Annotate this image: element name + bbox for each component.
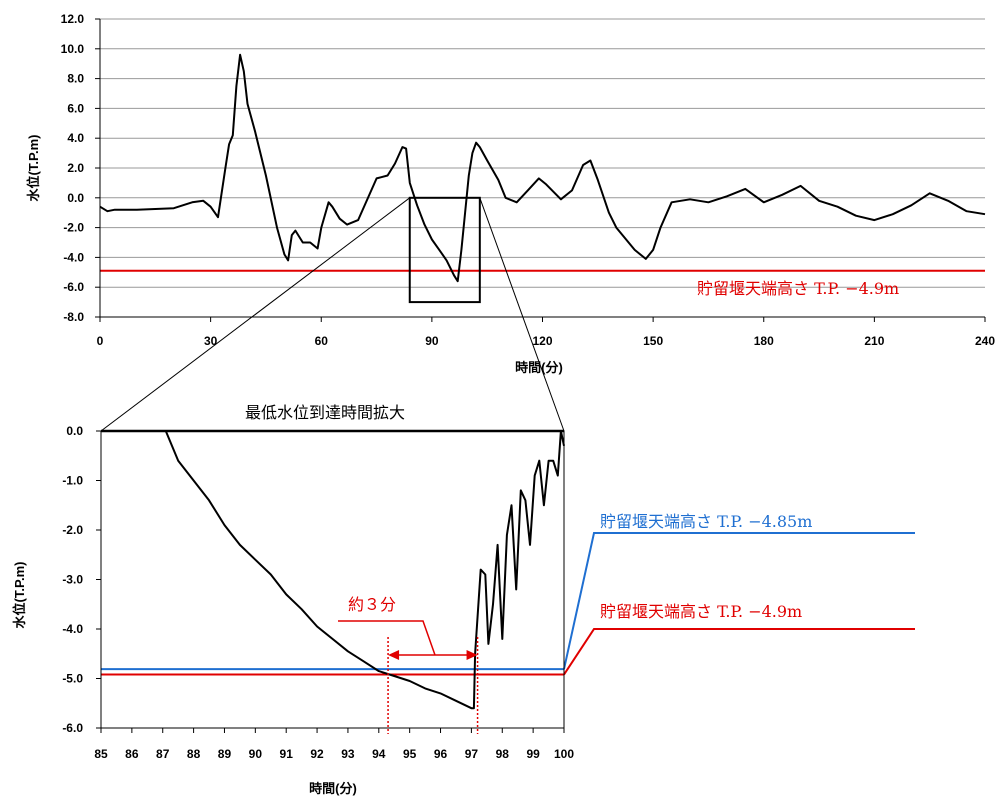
connector-left (100, 197, 411, 432)
zoom-x-tick-label: 86 (125, 747, 139, 761)
top-y-tick-label: 6.0 (67, 101, 84, 115)
zoom-x-tick-label: 96 (434, 747, 448, 761)
top-x-tick-label: 150 (643, 334, 663, 348)
top-y-tick-label: -4.0 (63, 250, 84, 264)
zoom-reference-lines (101, 532, 915, 676)
zoom-x-tick-label: 98 (496, 747, 510, 761)
zoom-x-axis-label: 時間(分) (309, 781, 357, 796)
zoom-x-tick-label: 99 (526, 747, 540, 761)
span-arrow-head-left (388, 650, 400, 660)
top-chart-axes (95, 18, 986, 322)
zoom-x-tick-label: 88 (187, 747, 201, 761)
top-water-level-chart: 0 30 60 90 120 150 180 210 240 -8.0 -6.0 -4.0 -2.0 0… (26, 12, 995, 375)
top-chart-gridlines (100, 18, 985, 288)
span-arrow-head-right (466, 650, 478, 660)
zoom-x-tick-label: 92 (310, 747, 324, 761)
zoom-x-tick-label: 91 (280, 747, 294, 761)
top-x-tick-labels: 0 30 60 90 120 150 180 210 240 (97, 334, 996, 348)
zoom-red-leader-line (563, 628, 915, 676)
top-x-tick-label: 120 (532, 334, 552, 348)
zoom-x-tick-labels: 85 86 87 88 89 90 91 92 93 94 95 96 97 98 99 100 (94, 747, 574, 761)
zoom-x-tick-label: 95 (403, 747, 417, 761)
zoom-blue-leader-line (563, 532, 915, 670)
zoom-x-tick-label: 97 (465, 747, 479, 761)
connector-right (479, 197, 565, 432)
zoom-water-level-line (164, 430, 565, 710)
zoom-y-tick-label: -6.0 (62, 721, 83, 735)
zoom-red-reference-label: 貯留堰天端高さ T.P. −4.9m (600, 602, 802, 621)
zoom-y-tick-label: -2.0 (62, 523, 83, 537)
zoomed-water-level-chart: 85 86 87 88 89 90 91 92 93 94 95 96 97 98 99 100 -6.0 -5… (12, 403, 915, 796)
zoom-x-tick-label: 100 (554, 747, 574, 761)
top-y-tick-label: -2.0 (63, 221, 84, 235)
top-y-tick-label: -8.0 (63, 310, 84, 324)
span-label-leader (338, 620, 436, 656)
zoom-connector-lines (100, 197, 565, 432)
zoom-span-label: 約３分 (348, 595, 396, 614)
top-zoom-box (408, 196, 481, 304)
top-y-tick-labels: -8.0 -6.0 -4.0 -2.0 0.0 2.0 4.0 6.0 8.0 10.0 12.0 (61, 12, 85, 324)
top-reference-label: 貯留堰天端高さ T.P. −4.9m (697, 279, 899, 298)
top-x-tick-label: 0 (97, 334, 104, 348)
top-water-level-series (99, 53, 986, 283)
zoom-y-tick-label: -4.0 (62, 622, 83, 636)
top-x-tick-label: 90 (425, 334, 439, 348)
top-x-tick-label: 30 (204, 334, 218, 348)
zoom-box-rect (408, 196, 481, 304)
zoom-x-tick-label: 94 (372, 747, 386, 761)
top-x-tick-label: 240 (975, 334, 995, 348)
top-x-tick-label: 180 (754, 334, 774, 348)
top-x-tick-label: 60 (315, 334, 329, 348)
zoom-y-tick-label: 0.0 (66, 424, 83, 438)
zoom-span-annotation (338, 620, 479, 734)
zoom-x-tick-label: 93 (341, 747, 355, 761)
top-y-tick-label: 10.0 (61, 42, 85, 56)
top-y-tick-label: 0.0 (67, 191, 84, 205)
zoom-x-tick-label: 90 (249, 747, 263, 761)
zoom-x-tick-label: 87 (156, 747, 170, 761)
top-y-tick-label: 8.0 (67, 72, 84, 86)
zoom-water-level-series (164, 430, 565, 710)
zoom-chart-axes (96, 429, 565, 733)
zoom-y-tick-labels: -6.0 -5.0 -4.0 -3.0 -2.0 -1.0 0.0 (62, 424, 83, 735)
zoom-chart-title: 最低水位到達時間拡大 (245, 403, 405, 422)
zoom-x-tick-label: 85 (94, 747, 108, 761)
zoom-y-tick-label: -3.0 (62, 573, 83, 587)
zoom-y-tick-label: -1.0 (62, 474, 83, 488)
top-y-tick-label: 12.0 (61, 12, 85, 26)
top-y-axis-label: 水位(T.P.m) (26, 135, 41, 202)
top-y-tick-label: 2.0 (67, 161, 84, 175)
zoom-blue-reference-label: 貯留堰天端高さ T.P. −4.85m (600, 512, 812, 531)
top-y-tick-label: 4.0 (67, 131, 84, 145)
zoom-y-axis-label: 水位(T.P.m) (12, 562, 27, 629)
top-y-tick-label: -6.0 (63, 280, 84, 294)
top-water-level-line (99, 53, 986, 283)
zoom-x-tick-label: 89 (218, 747, 232, 761)
top-x-tick-label: 210 (864, 334, 884, 348)
zoom-y-tick-label: -5.0 (62, 672, 83, 686)
top-x-axis-label: 時間(分) (515, 360, 563, 375)
